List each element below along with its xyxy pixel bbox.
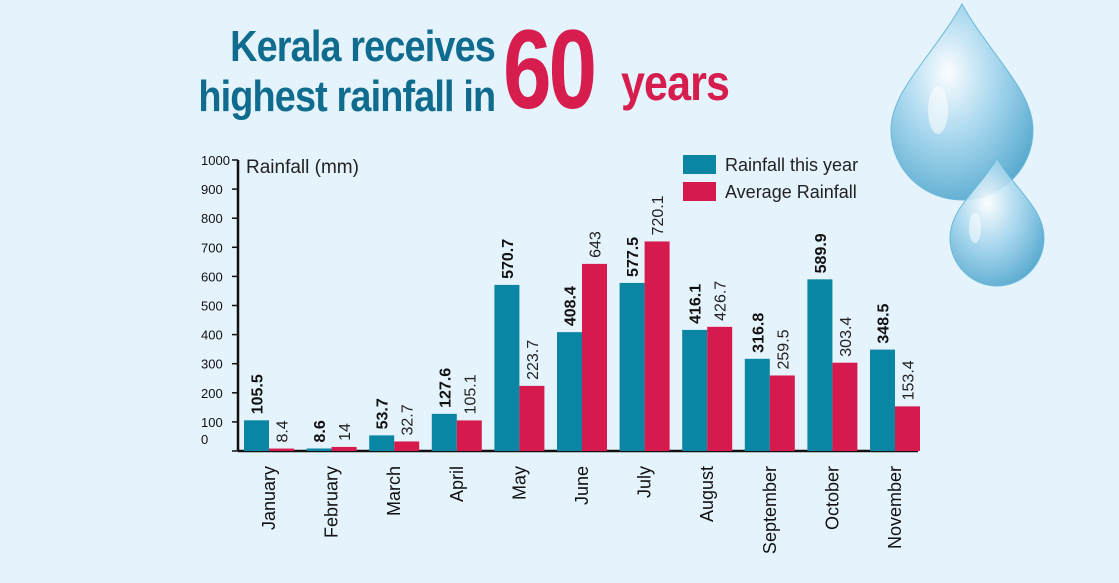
x-tick-label: October [822, 466, 842, 530]
value-label-average: 223.7 [525, 340, 542, 380]
y-tick-label: 700 [201, 240, 223, 255]
y-tick-label: 600 [201, 269, 223, 284]
value-label-this-year: 589.9 [813, 233, 830, 273]
bar-average [582, 263, 607, 451]
value-label-this-year: 316.8 [750, 313, 767, 353]
bar-this-year [807, 279, 833, 451]
bar-average [644, 241, 670, 451]
legend-swatch [683, 155, 716, 174]
legend-label: Average Rainfall [725, 182, 857, 202]
x-tick-label: September [760, 466, 780, 554]
bar-this-year [744, 358, 770, 451]
value-label-average: 303.4 [838, 317, 855, 357]
bar-average [895, 406, 920, 451]
value-label-average: 14 [337, 423, 354, 441]
value-label-this-year: 53.7 [375, 398, 392, 429]
bar-this-year [494, 284, 520, 451]
title-suffix: years [621, 55, 730, 111]
value-label-this-year: 8.6 [312, 420, 329, 442]
legend-swatch [683, 182, 716, 201]
y-tick-label: 900 [201, 182, 223, 197]
bar-this-year [870, 349, 895, 451]
value-label-average: 426.7 [713, 281, 730, 321]
title-number: 60 [503, 7, 597, 132]
drop-highlight [928, 86, 948, 134]
y-tick-label: 200 [201, 386, 223, 401]
value-label-this-year: 577.5 [625, 237, 642, 277]
water-drops-decoration [890, 2, 1045, 287]
value-label-average: 259.5 [775, 329, 792, 369]
x-tick-label: April [447, 466, 467, 502]
value-label-this-year: 105.5 [250, 374, 267, 414]
value-label-this-year: 127.6 [437, 368, 454, 408]
y-tick-label: 100 [201, 415, 223, 430]
y-tick-label: 0 [201, 432, 208, 447]
value-label-average: 105.1 [462, 374, 479, 414]
x-tick-label: June [572, 466, 592, 505]
small-water-drop-icon [949, 156, 1045, 287]
bar-average [269, 448, 294, 451]
x-tick-label: August [697, 466, 717, 522]
y-tick-label: 500 [201, 299, 223, 314]
bar-this-year [431, 413, 457, 451]
bar-average [769, 375, 795, 451]
legend-label: Rainfall this year [725, 155, 858, 175]
bar-this-year [619, 282, 645, 451]
drop-highlight [969, 213, 981, 243]
bar-this-year [244, 420, 269, 451]
bar-average [832, 362, 858, 451]
bar-this-year [306, 448, 332, 451]
y-axis-label: Rainfall (mm) [246, 157, 359, 178]
y-tick-label: 1000 [201, 153, 230, 168]
bar-average [456, 420, 482, 451]
value-label-this-year: 570.7 [500, 239, 517, 279]
x-tick-label: February [322, 466, 342, 538]
value-label-this-year: 416.1 [688, 284, 705, 324]
value-label-average: 153.4 [901, 360, 918, 400]
x-tick-label: January [259, 466, 279, 530]
value-label-this-year: 408.4 [563, 286, 580, 326]
x-tick-label: November [885, 466, 905, 549]
x-tick-label: March [384, 466, 404, 516]
x-tick-label: July [635, 466, 655, 498]
bar-average [519, 385, 545, 451]
value-label-average: 720.1 [650, 195, 667, 235]
bar-average [331, 446, 357, 451]
value-label-this-year: 348.5 [876, 303, 893, 343]
y-tick-label: 800 [201, 211, 223, 226]
bar-this-year [369, 435, 395, 451]
title-line-1: Kerala receives [230, 22, 496, 71]
large-water-drop-icon [890, 2, 1034, 201]
y-tick-label: 400 [201, 328, 223, 343]
bar-average [707, 326, 733, 451]
value-label-average: 8.4 [275, 420, 292, 442]
bar-this-year [557, 332, 582, 451]
value-label-average: 643 [588, 231, 605, 258]
bar-average [394, 441, 420, 451]
value-label-average: 32.7 [400, 404, 417, 435]
title-line-2: highest rainfall in [198, 72, 496, 121]
title-block: Kerala receives highest rainfall in 60 y… [0, 0, 1119, 130]
y-tick-label: 300 [201, 357, 223, 372]
bar-this-year [682, 329, 708, 451]
x-tick-label: May [509, 466, 529, 500]
